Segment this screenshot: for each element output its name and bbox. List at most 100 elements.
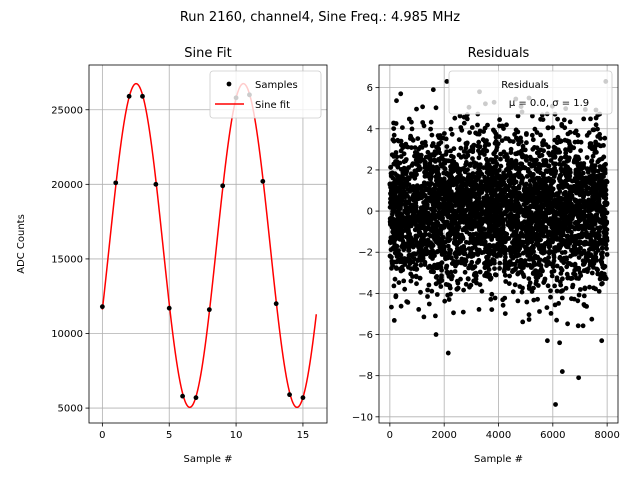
residual-point (405, 187, 410, 192)
residual-point (420, 104, 425, 110)
residual-point (529, 220, 534, 226)
residual-point (394, 154, 400, 160)
residual-point (460, 206, 465, 212)
residual-point (552, 137, 558, 143)
residual-point (528, 265, 534, 270)
residual-point (578, 139, 584, 145)
residual-point (581, 193, 587, 199)
residual-point (519, 165, 525, 171)
residual-point (559, 295, 565, 301)
residual-point (428, 126, 433, 132)
residual-point (506, 183, 512, 189)
residual-point (513, 245, 519, 251)
residual-point (562, 169, 568, 175)
residual-point (489, 291, 495, 297)
sample-point (126, 93, 132, 99)
residuals-y-tick-label: −4 (358, 289, 373, 300)
residuals-x-tick-label: 4000 (486, 430, 511, 441)
residual-point (418, 262, 424, 268)
residual-point (533, 268, 538, 273)
residual-point (497, 117, 502, 123)
residual-point (425, 287, 430, 293)
residual-point (460, 227, 466, 233)
residual-point (419, 145, 425, 150)
sample-point (180, 393, 185, 399)
residual-point (498, 177, 504, 183)
residual-point (510, 248, 516, 254)
residual-point (515, 298, 521, 304)
residual-point (497, 266, 502, 271)
residual-point (455, 285, 461, 291)
residual-point (601, 154, 607, 160)
residual-point (534, 145, 540, 151)
residual-point (520, 232, 525, 238)
residual-outlier-point (557, 340, 563, 346)
residual-point (512, 208, 517, 214)
residual-point (504, 122, 509, 128)
residual-point (599, 251, 604, 257)
residual-point (577, 198, 583, 204)
residual-point (473, 231, 479, 237)
residual-point (563, 213, 568, 219)
residual-point (478, 241, 484, 247)
residual-point (507, 138, 513, 144)
residual-point (413, 218, 418, 223)
residual-point (398, 206, 403, 212)
residual-point (419, 206, 424, 212)
residual-point (525, 205, 531, 211)
residual-point (468, 222, 474, 228)
sine-fit-y-tick-label: 20000 (51, 180, 83, 191)
residual-point (533, 237, 539, 242)
residual-point (599, 183, 605, 189)
residual-point (602, 135, 608, 141)
residual-point (417, 219, 423, 225)
residual-point (390, 245, 396, 251)
residual-point (589, 316, 595, 322)
residual-point (501, 126, 506, 131)
residual-point (461, 219, 467, 225)
residual-point (389, 254, 394, 260)
residual-point (593, 204, 598, 210)
residual-point (599, 281, 604, 287)
residual-point (514, 135, 519, 141)
residual-point (449, 176, 455, 182)
residual-point (414, 172, 419, 178)
residual-point (433, 174, 439, 180)
residual-point (447, 215, 453, 221)
residual-point (430, 190, 436, 196)
residual-point (502, 311, 508, 316)
residual-point (518, 269, 524, 275)
residual-point (420, 255, 426, 260)
residual-point (406, 116, 412, 122)
residual-point (493, 212, 499, 218)
residuals-y-tick-label: −8 (358, 371, 373, 382)
residual-point (489, 307, 495, 312)
residual-point (389, 235, 395, 241)
residual-point (418, 222, 423, 228)
residual-point (493, 202, 498, 207)
residual-point (604, 246, 609, 252)
residual-point (502, 245, 508, 250)
residual-point (395, 211, 400, 217)
residual-point (429, 143, 435, 149)
residual-point (534, 278, 539, 284)
residual-point (518, 206, 523, 211)
residual-point (522, 147, 528, 153)
residual-point (422, 184, 427, 190)
residual-point (535, 150, 541, 156)
residual-point (461, 287, 466, 293)
residual-point (415, 136, 421, 142)
residual-point (484, 156, 489, 162)
residual-point (442, 166, 448, 172)
residual-point (500, 218, 506, 224)
residual-point (558, 282, 564, 288)
residual-point (428, 177, 433, 182)
residual-point (426, 226, 432, 231)
residuals-y-tick-label: −2 (358, 248, 373, 259)
residual-point (600, 204, 606, 210)
residual-point (499, 231, 504, 237)
residual-point (604, 252, 610, 257)
residual-point (441, 235, 446, 240)
residual-point (410, 214, 416, 220)
residual-point (388, 240, 393, 245)
